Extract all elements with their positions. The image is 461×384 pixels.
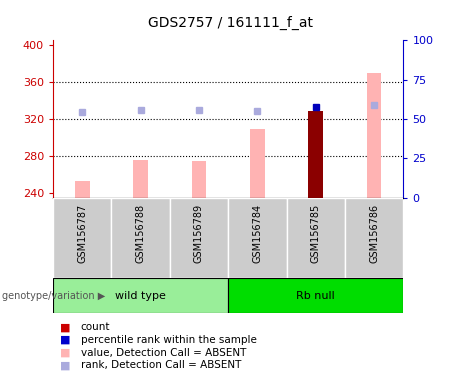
Text: GSM156787: GSM156787 xyxy=(77,204,87,263)
Text: ■: ■ xyxy=(60,322,71,332)
Text: GSM156786: GSM156786 xyxy=(369,204,379,263)
Text: wild type: wild type xyxy=(115,291,166,301)
Text: ■: ■ xyxy=(60,348,71,358)
Bar xyxy=(170,198,228,278)
Bar xyxy=(308,111,323,198)
Text: percentile rank within the sample: percentile rank within the sample xyxy=(81,335,257,345)
Bar xyxy=(133,160,148,198)
Text: value, Detection Call = ABSENT: value, Detection Call = ABSENT xyxy=(81,348,246,358)
Bar xyxy=(250,129,265,198)
Bar xyxy=(53,278,228,313)
Text: GSM156788: GSM156788 xyxy=(136,204,146,263)
Bar xyxy=(308,111,323,198)
Bar xyxy=(367,73,382,198)
Text: count: count xyxy=(81,322,110,332)
Bar xyxy=(287,198,345,278)
Bar xyxy=(53,198,112,278)
Bar xyxy=(75,181,89,198)
Bar xyxy=(228,278,403,313)
Text: rank, Detection Call = ABSENT: rank, Detection Call = ABSENT xyxy=(81,360,241,370)
Text: GSM156789: GSM156789 xyxy=(194,204,204,263)
Bar xyxy=(192,161,207,198)
Text: GSM156785: GSM156785 xyxy=(311,204,321,263)
Text: GSM156784: GSM156784 xyxy=(252,204,262,263)
Text: Rb null: Rb null xyxy=(296,291,335,301)
Text: ■: ■ xyxy=(60,335,71,345)
Text: ■: ■ xyxy=(60,360,71,370)
Bar xyxy=(112,198,170,278)
Text: GDS2757 / 161111_f_at: GDS2757 / 161111_f_at xyxy=(148,15,313,30)
Bar xyxy=(345,198,403,278)
Bar xyxy=(228,198,287,278)
Text: genotype/variation ▶: genotype/variation ▶ xyxy=(2,291,106,301)
